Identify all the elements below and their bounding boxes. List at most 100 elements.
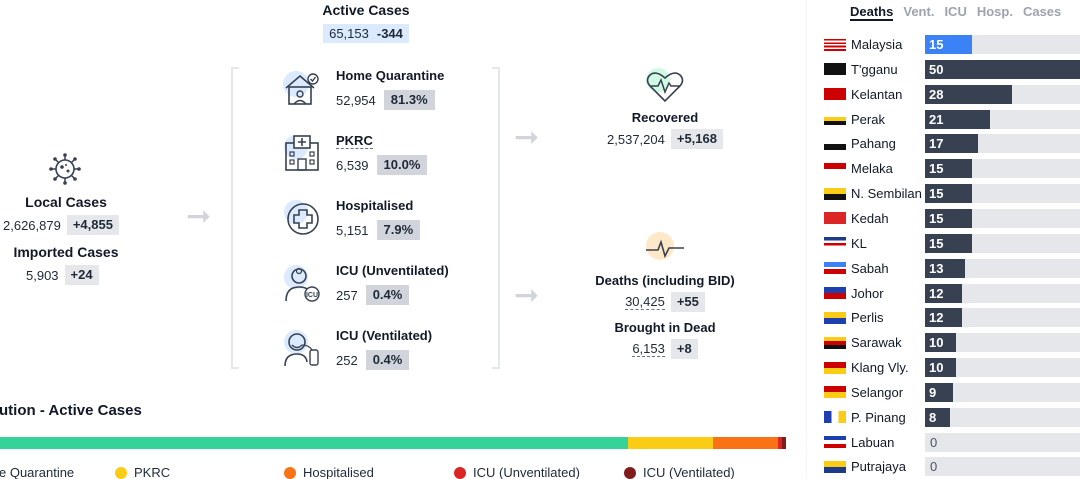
home-quarantine-item: Home Quarantine 52,954 81.3% — [282, 68, 482, 118]
virus-icon — [48, 152, 82, 191]
tab-cases[interactable]: Cases — [1022, 4, 1062, 19]
icu-ventilated-row: 252 0.4% — [336, 350, 410, 370]
deaths-title: Deaths (including BID) — [595, 273, 735, 288]
hospital-building-icon — [282, 133, 322, 173]
ventilator-patient-icon — [282, 328, 322, 368]
state-row: Klang Vly. 10 — [824, 358, 1080, 378]
home-icon — [282, 68, 322, 108]
home-quarantine-row: 52,954 81.3% — [336, 90, 435, 110]
state-row: Perak 21 — [824, 109, 1080, 129]
state-bar — [925, 233, 972, 253]
state-bar-track: 0 — [925, 432, 1080, 452]
distribution-segment — [782, 437, 786, 449]
recovered-card: Recovered 2,537,204 +5,168 — [595, 110, 735, 149]
state-bar-track: 0 — [925, 457, 1080, 477]
state-name: N. Sembilan — [851, 186, 922, 202]
state-flag-icon — [824, 361, 846, 374]
distribution-segment — [628, 437, 713, 449]
legend-dot-icon — [115, 466, 127, 479]
state-bar — [925, 283, 963, 303]
state-name: Klang Vly. — [851, 360, 909, 376]
tab-deaths[interactable]: Deaths — [850, 4, 894, 21]
legend-item: PKRC — [115, 465, 170, 479]
state-flag-icon — [824, 63, 846, 76]
hospitalised-row: 5,151 7.9% — [336, 220, 421, 240]
state-bar — [925, 407, 950, 427]
state-name: Putrajaya — [851, 459, 906, 475]
pkrc-pct: 10.0% — [376, 155, 428, 175]
state-value: 0 — [930, 459, 938, 475]
home-quarantine-pct: 81.3% — [383, 90, 435, 110]
state-name: Perak — [851, 111, 885, 127]
state-bar — [925, 333, 956, 353]
active-cases-title: Active Cases — [322, 2, 410, 18]
tab-vent[interactable]: Vent. — [903, 4, 935, 19]
state-bar-track: 21 — [925, 109, 1080, 129]
imported-cases-row: 5,903 +24 — [26, 265, 99, 285]
state-bar-track: 15 — [925, 208, 1080, 228]
recovered-value: 2,537,204 — [607, 131, 665, 147]
state-value: 50 — [929, 61, 944, 77]
state-name: Sabah — [851, 260, 889, 276]
pkrc-item: PKRC 6,539 10.0% — [282, 133, 482, 183]
pulse-line-icon — [644, 232, 686, 271]
state-bar — [925, 308, 963, 328]
icu-unventilated-row: 257 0.4% — [336, 285, 410, 305]
distribution-segment — [778, 437, 783, 449]
state-row: Perlis 12 — [824, 308, 1080, 328]
legend-label: ICU (Unventilated) — [473, 465, 580, 479]
state-bar-track: 12 — [925, 308, 1080, 328]
active-cases-card: Active Cases 65,153 -344 — [300, 2, 432, 43]
distribution-segment — [0, 437, 628, 449]
state-bar — [925, 109, 991, 129]
metric-tabs: Deaths Vent. ICU Hosp. Cases — [850, 4, 1061, 21]
state-value: 10 — [929, 360, 944, 376]
state-flag-icon — [824, 436, 846, 449]
tab-hosp[interactable]: Hosp. — [976, 4, 1013, 19]
state-flag-icon — [824, 38, 846, 51]
legend-dot-icon — [454, 466, 466, 479]
state-name: KL — [851, 235, 867, 251]
state-bar-track: 12 — [925, 283, 1080, 303]
state-name: Pahang — [851, 136, 896, 152]
legend-label: ICU (Ventilated) — [643, 465, 735, 479]
deaths-value[interactable]: 30,425 — [625, 294, 665, 310]
state-value: 9 — [929, 384, 937, 400]
state-flag-icon — [824, 311, 846, 324]
imported-cases-title: Imported Cases — [13, 244, 119, 260]
state-flag-icon — [824, 411, 846, 424]
state-bar-track: 13 — [925, 258, 1080, 278]
state-bar — [925, 134, 978, 154]
state-flag-icon — [824, 237, 846, 250]
svg-text:ICU: ICU — [306, 292, 318, 299]
recovered-delta: +5,168 — [670, 129, 723, 149]
state-name: Selangor — [851, 384, 904, 400]
legend-item: ICU (Unventilated) — [454, 465, 580, 479]
state-value: 15 — [929, 210, 944, 226]
state-row: Pahang 17 — [824, 134, 1080, 154]
state-name: Kelantan — [851, 86, 903, 102]
pkrc-title[interactable]: PKRC — [336, 133, 373, 149]
arrow-right-icon: ➞ — [514, 121, 540, 154]
state-value: 10 — [929, 335, 944, 351]
state-bar — [925, 35, 972, 54]
local-cases-title: Local Cases — [25, 194, 107, 210]
state-bar — [925, 159, 972, 179]
bid-delta: +8 — [670, 339, 698, 359]
local-cases-value: 2,626,879 — [3, 217, 61, 233]
state-value: 13 — [929, 260, 944, 276]
bid-value[interactable]: 6,153 — [632, 341, 665, 357]
state-bar — [925, 382, 953, 402]
state-value: 15 — [929, 186, 944, 202]
legend-label: PKRC — [134, 465, 171, 479]
icu-unventilated-value: 257 — [336, 287, 358, 303]
state-flag-icon — [824, 287, 846, 299]
state-bar-track: 8 — [925, 407, 1080, 427]
state-name: Sarawak — [851, 335, 902, 351]
state-name: Johor — [851, 285, 884, 301]
state-value: 0 — [930, 434, 938, 450]
active-cases-value: 65,153 — [329, 26, 369, 41]
distribution-legend: e Quarantine PKRC Hospitalised ICU (Unventi… — [0, 465, 800, 479]
hospitalised-item: Hospitalised 5,151 7.9% — [282, 198, 482, 248]
tab-icu[interactable]: ICU — [944, 4, 967, 19]
